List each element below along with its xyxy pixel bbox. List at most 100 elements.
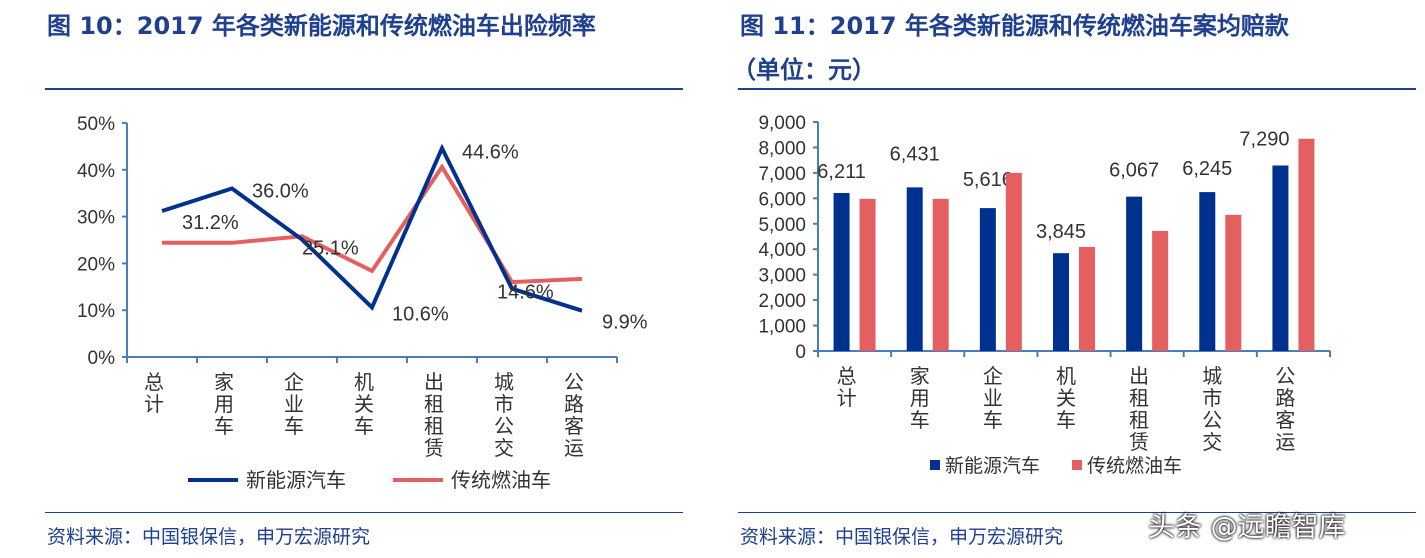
x-tick-label: 路 — [1275, 387, 1295, 410]
y-tick-label: 9,000 — [758, 113, 806, 134]
bar-1 — [1005, 172, 1022, 351]
bar-1 — [859, 198, 876, 351]
x-tick-label: 计 — [144, 393, 164, 416]
x-tick-label: 公 — [564, 372, 584, 394]
data-label: 6,431 — [890, 143, 940, 165]
x-tick-label: 车 — [910, 409, 930, 432]
x-tick-label: 企 — [284, 371, 304, 394]
y-tick-label: 7,000 — [758, 164, 806, 185]
x-tick-label: 公 — [494, 416, 514, 438]
legend-label: 新能源汽车 — [246, 469, 346, 492]
x-tick-label: 车 — [1056, 409, 1076, 432]
legend-swatch — [930, 460, 940, 470]
data-label: 5,616 — [963, 169, 1013, 191]
bar-0 — [1053, 253, 1069, 351]
y-tick-label: 6,000 — [758, 189, 806, 210]
x-tick-label: 业 — [284, 393, 304, 416]
data-label: 36.0% — [252, 181, 309, 203]
left-chart-title: 图 10：2017 年各类新能源和传统燃油车出险频率 — [47, 12, 596, 40]
data-label: 9.9% — [602, 312, 648, 334]
x-tick-label: 交 — [1202, 431, 1222, 454]
y-tick-label: 4,000 — [758, 240, 806, 261]
x-tick-label: 车 — [214, 415, 234, 438]
x-tick-label: 车 — [354, 415, 374, 438]
x-tick-label: 公 — [1275, 366, 1295, 388]
data-label: 6,245 — [1182, 158, 1232, 180]
x-tick-label: 用 — [910, 388, 930, 410]
y-tick-label: 40% — [77, 161, 115, 182]
y-tick-label: 30% — [77, 208, 115, 229]
bar-1 — [1298, 138, 1315, 351]
x-tick-label: 总 — [837, 365, 857, 388]
x-tick-label: 租 — [1129, 409, 1149, 432]
x-tick-label: 路 — [564, 393, 584, 416]
legend-swatch — [1072, 460, 1082, 470]
x-tick-label: 租 — [1129, 387, 1149, 410]
data-label: 7,290 — [1239, 129, 1289, 151]
x-tick-label: 市 — [494, 393, 514, 416]
x-tick-label: 车 — [983, 409, 1003, 432]
x-tick-label: 租 — [424, 393, 444, 416]
left-bottom-rule — [45, 512, 683, 513]
data-label: 10.6% — [392, 303, 449, 325]
bar-0 — [1199, 192, 1216, 351]
bar-0 — [979, 208, 996, 351]
bar-1 — [1152, 230, 1169, 351]
bar-0 — [833, 192, 850, 351]
data-label: 25.1% — [302, 238, 359, 260]
x-tick-label: 出 — [1129, 365, 1149, 388]
x-tick-label: 市 — [1202, 387, 1222, 410]
data-label: 44.6% — [462, 141, 519, 163]
y-tick-label: 50% — [77, 114, 115, 135]
right-bottom-rule — [738, 512, 1416, 513]
x-tick-label: 运 — [564, 438, 584, 460]
y-tick-label: 0 — [795, 342, 806, 363]
y-tick-label: 1,000 — [758, 317, 806, 338]
x-tick-label: 城 — [494, 371, 514, 394]
right-title-rule — [738, 88, 1416, 90]
bar-0 — [906, 187, 923, 351]
y-tick-label: 2,000 — [758, 291, 806, 312]
x-tick-label: 赁 — [1129, 431, 1149, 454]
x-tick-label: 企 — [983, 365, 1003, 388]
bar-0 — [1272, 165, 1289, 351]
legend-label: 新能源汽车 — [945, 455, 1040, 477]
x-tick-label: 关 — [354, 393, 374, 416]
x-tick-label: 用 — [214, 394, 234, 416]
data-label: 6,067 — [1109, 160, 1159, 182]
x-tick-label: 出 — [424, 371, 444, 394]
x-tick-label: 运 — [1275, 432, 1295, 454]
bar-0 — [1126, 196, 1143, 351]
x-tick-label: 关 — [1056, 387, 1076, 410]
x-tick-label: 赁 — [424, 437, 444, 460]
y-tick-label: 8,000 — [758, 138, 806, 159]
x-tick-label: 车 — [284, 415, 304, 438]
left-title-rule — [45, 88, 683, 90]
left-source: 资料来源：中国银保信，申万宏源研究 — [47, 526, 371, 548]
x-tick-label: 客 — [564, 415, 584, 438]
right-chart-title-unit: （单位：元） — [732, 56, 876, 84]
data-label: 3,845 — [1036, 221, 1086, 243]
data-label: 6,211 — [817, 161, 866, 183]
x-tick-label: 家 — [214, 371, 234, 394]
x-tick-label: 城 — [1202, 365, 1222, 388]
data-label: 31.2% — [182, 212, 239, 234]
watermark: 头条 @远瞻智库 — [1148, 512, 1346, 543]
right-chart-title: 图 11：2017 年各类新能源和传统燃油车案均赔款 — [740, 12, 1289, 40]
bar-1 — [1079, 246, 1095, 351]
x-tick-label: 家 — [910, 365, 930, 388]
y-tick-label: 5,000 — [758, 215, 806, 236]
x-tick-label: 业 — [983, 387, 1003, 410]
x-tick-label: 计 — [837, 387, 857, 410]
x-tick-label: 交 — [494, 437, 514, 460]
bar-1 — [1225, 214, 1242, 351]
right-source: 资料来源：中国银保信，申万宏源研究 — [740, 526, 1064, 548]
x-tick-label: 总 — [144, 371, 164, 394]
bar-1 — [932, 198, 949, 351]
x-tick-label: 公 — [1202, 410, 1222, 432]
y-tick-label: 10% — [77, 301, 115, 322]
x-tick-label: 机 — [354, 371, 374, 394]
legend-label: 传统燃油车 — [451, 469, 551, 492]
data-label: 14.6% — [497, 282, 554, 304]
